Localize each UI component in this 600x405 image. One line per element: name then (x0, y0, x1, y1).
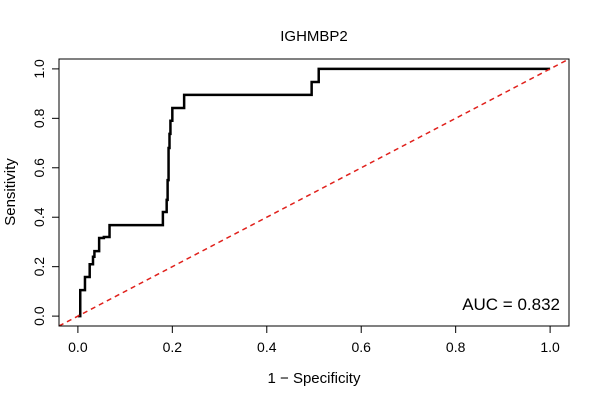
series-layer (59, 59, 569, 326)
auc-annotation: AUC = 0.832 (462, 295, 560, 314)
reference-diagonal-line (59, 59, 569, 326)
x-tick-label: 0.0 (68, 339, 88, 355)
y-axis-label: Sensitivity (2, 158, 19, 226)
y-axis: 0.0 0.2 0.4 0.6 0.8 1.0 (31, 59, 60, 326)
y-tick-label: 0.6 (31, 158, 47, 178)
x-tick-label: 0.2 (163, 339, 183, 355)
y-tick-label: 1.0 (31, 59, 47, 79)
x-tick-label: 0.6 (351, 339, 371, 355)
x-axis-label: 1 − Specificity (268, 370, 361, 387)
y-tick-label: 0.2 (31, 257, 47, 277)
y-tick-label: 0.0 (31, 306, 47, 326)
x-tick-label: 1.0 (540, 339, 560, 355)
x-tick-label: 0.4 (257, 339, 277, 355)
y-tick-label: 0.4 (31, 207, 47, 227)
chart-title: IGHMBP2 (280, 28, 348, 45)
x-tick-label: 0.8 (446, 339, 466, 355)
x-axis: 0.0 0.2 0.4 0.6 0.8 1.0 (68, 325, 560, 355)
roc-curve-line (77, 67, 551, 318)
y-tick-label: 0.8 (31, 108, 47, 128)
